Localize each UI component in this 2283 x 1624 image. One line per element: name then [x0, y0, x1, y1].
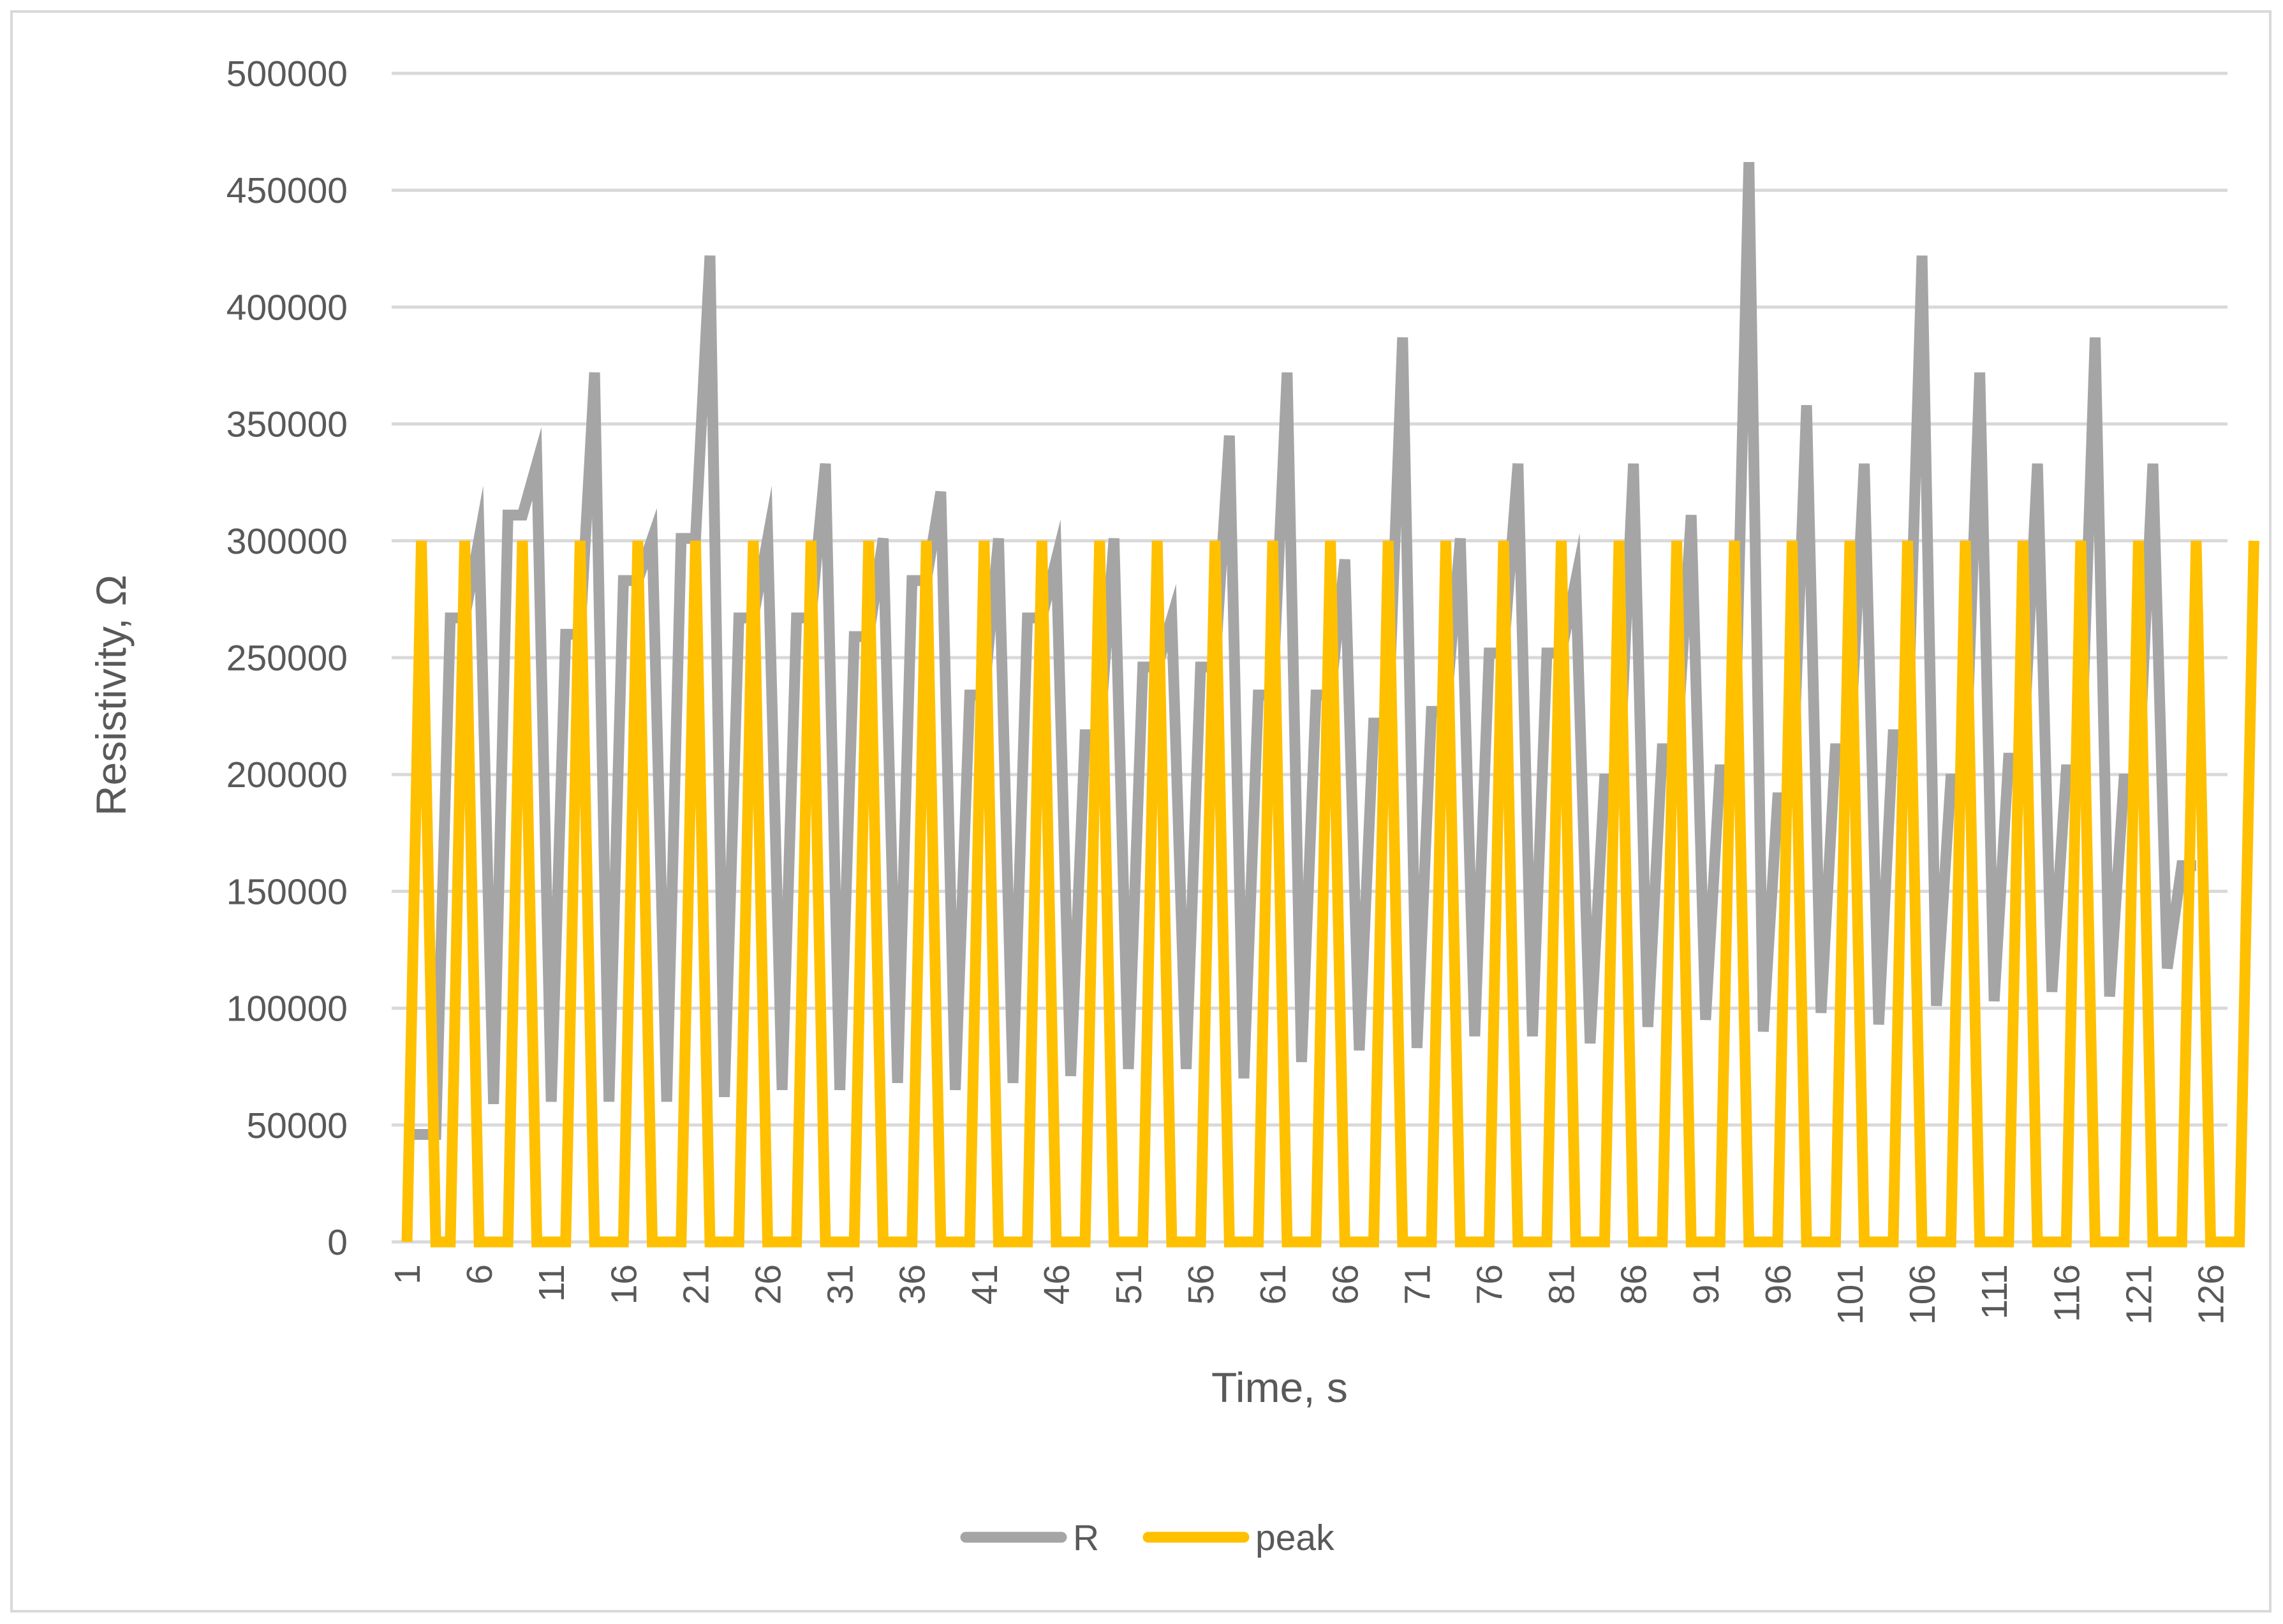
- y-tick-label: 350000: [226, 404, 348, 445]
- x-tick-label: 111: [1974, 1264, 2015, 1320]
- x-tick-label: 21: [676, 1264, 716, 1304]
- y-tick-label: 100000: [226, 989, 348, 1030]
- y-tick-label: 200000: [226, 755, 348, 795]
- legend-label-R: R: [1073, 1517, 1099, 1558]
- x-tick-label: 51: [1109, 1264, 1149, 1304]
- y-tick-label: 300000: [226, 521, 348, 562]
- legend-label-peak: peak: [1255, 1517, 1334, 1558]
- x-axis-title: Time, s: [1211, 1364, 1348, 1411]
- y-axis-ticks: 0 50000 100000 150000 200000 250000 300000 3500…: [226, 54, 348, 1263]
- series-line-R: [407, 161, 2196, 1140]
- series-line-peak: [401, 540, 2259, 1248]
- chart-canvas: 0 50000 100000 150000 200000 250000 300000 3500…: [87, 54, 2259, 1558]
- y-tick-label: 250000: [226, 638, 348, 679]
- x-tick-label: 96: [1758, 1264, 1799, 1304]
- x-tick-label: 31: [820, 1264, 861, 1304]
- x-tick-label: 61: [1253, 1264, 1294, 1304]
- x-tick-label: 101: [1830, 1264, 1871, 1325]
- x-tick-label: 126: [2191, 1264, 2232, 1325]
- x-tick-label: 11: [531, 1264, 572, 1302]
- x-tick-label: 116: [2046, 1264, 2087, 1322]
- x-tick-label: 6: [459, 1264, 500, 1285]
- y-axis-title: Resistivity, Ω: [87, 575, 135, 816]
- x-tick-label: 91: [1686, 1264, 1727, 1304]
- x-tick-label: 106: [1902, 1264, 1943, 1325]
- x-tick-label: 121: [2118, 1264, 2159, 1325]
- x-tick-label: 86: [1614, 1264, 1655, 1304]
- y-tick-label: 150000: [226, 871, 348, 912]
- x-tick-label: 46: [1037, 1264, 1077, 1304]
- y-tick-label: 450000: [226, 170, 348, 211]
- y-tick-label: 400000: [226, 287, 348, 328]
- x-tick-label: 16: [603, 1264, 644, 1304]
- series-lines: [401, 161, 2259, 1248]
- x-tick-label: 81: [1542, 1264, 1583, 1304]
- x-tick-label: 56: [1181, 1264, 1222, 1304]
- y-tick-label: 500000: [226, 54, 348, 94]
- x-tick-label: 76: [1470, 1264, 1511, 1304]
- x-tick-label: 26: [748, 1264, 789, 1304]
- x-tick-label: 1: [387, 1264, 428, 1285]
- x-tick-label: 36: [892, 1264, 933, 1304]
- x-tick-label: 71: [1397, 1264, 1438, 1304]
- x-tick-label: 41: [964, 1264, 1005, 1304]
- x-tick-label: 66: [1325, 1264, 1366, 1304]
- y-tick-label: 50000: [246, 1105, 348, 1146]
- chart-frame: 0 50000 100000 150000 200000 250000 300000 3500…: [10, 10, 2272, 1613]
- y-tick-label: 0: [327, 1222, 348, 1263]
- x-axis-ticks: 1 6 11 16 21 26 31 36 41 46 51 56 61 66 71 76 81 86 91 96 10…: [387, 1264, 2232, 1325]
